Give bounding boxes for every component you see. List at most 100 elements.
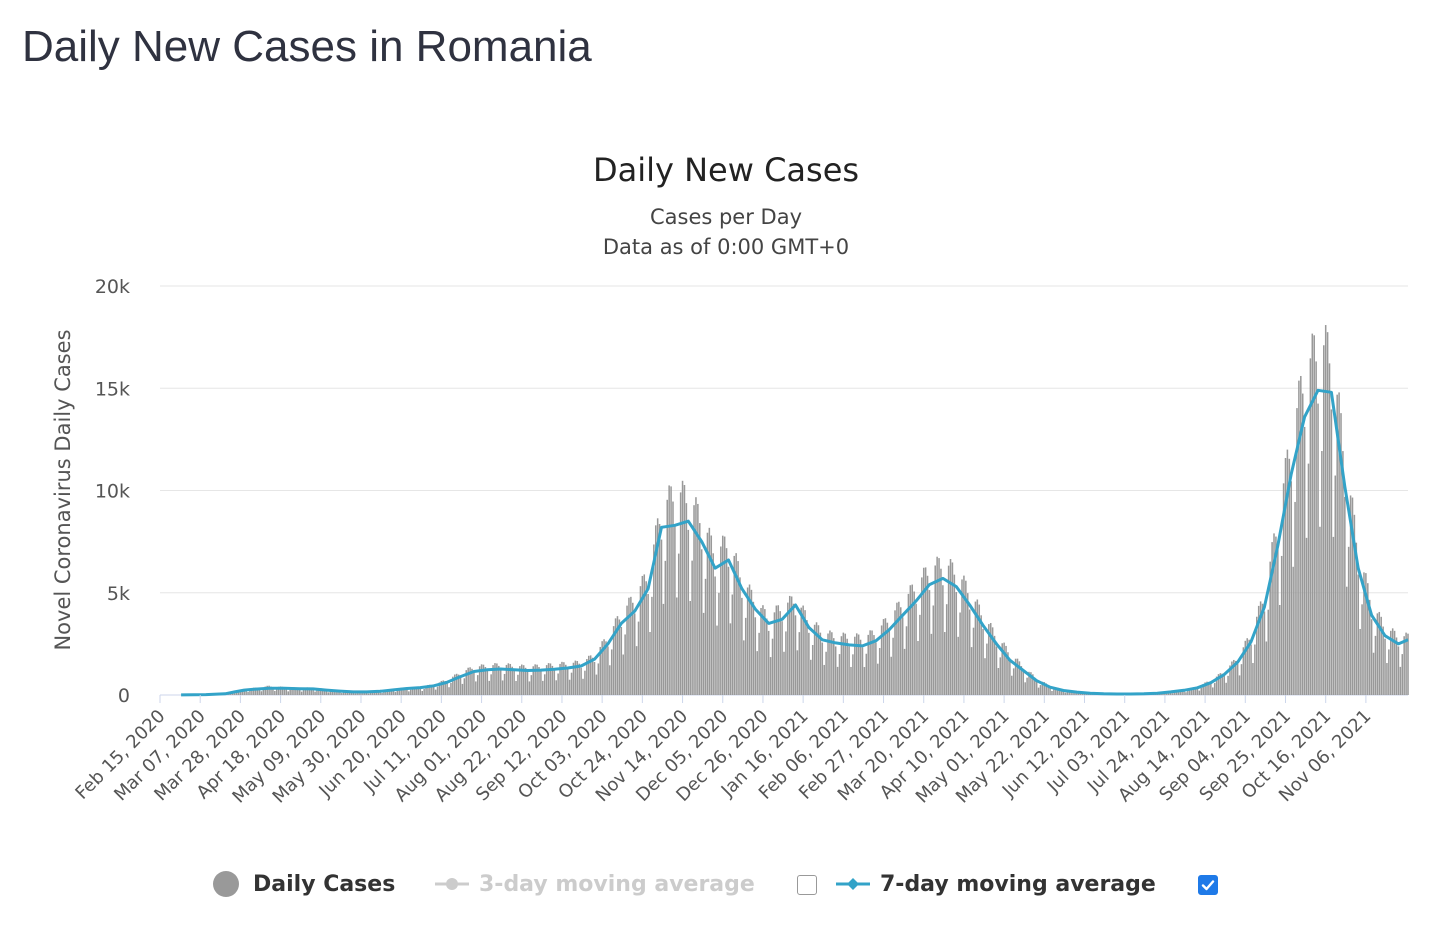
daily-cases-bar[interactable] [367, 693, 370, 695]
daily-cases-bar[interactable] [1296, 408, 1298, 695]
daily-cases-bar[interactable] [1370, 619, 1373, 695]
daily-cases-bar[interactable] [899, 607, 902, 695]
daily-cases-bar[interactable] [857, 634, 860, 695]
daily-cases-bar[interactable] [656, 518, 659, 695]
daily-cases-bar[interactable] [507, 663, 510, 695]
daily-cases-bar[interactable] [811, 644, 814, 695]
daily-cases-bar[interactable] [1344, 496, 1346, 695]
daily-cases-bar[interactable] [628, 597, 630, 695]
daily-cases-bar[interactable] [1223, 675, 1226, 695]
daily-cases-bar[interactable] [436, 686, 439, 695]
daily-cases-bar[interactable] [498, 665, 500, 695]
daily-cases-bar[interactable] [1064, 692, 1067, 695]
daily-cases-bar[interactable] [601, 641, 603, 695]
daily-cases-bar[interactable] [959, 612, 961, 695]
daily-cases-bar[interactable] [275, 689, 278, 695]
daily-cases-bar[interactable] [1397, 646, 1400, 695]
daily-cases-bar[interactable] [455, 673, 458, 695]
daily-cases-bar[interactable] [988, 624, 990, 695]
daily-cases-bar[interactable] [1267, 609, 1270, 695]
daily-cases-bar[interactable] [810, 659, 812, 695]
daily-cases-bar[interactable] [289, 689, 291, 695]
daily-cases-bar[interactable] [618, 619, 621, 695]
daily-cases-bar[interactable] [1391, 628, 1394, 695]
daily-cases-bar[interactable] [461, 683, 464, 695]
daily-cases-bar[interactable] [790, 596, 793, 695]
daily-cases-bar[interactable] [821, 642, 824, 695]
daily-cases-bar[interactable] [1001, 643, 1003, 695]
daily-cases-bar[interactable] [723, 536, 726, 695]
daily-cases-bar[interactable] [944, 632, 946, 695]
daily-cases-bar[interactable] [274, 690, 276, 695]
daily-cases-bar[interactable] [771, 638, 774, 695]
daily-cases-bar[interactable] [1181, 690, 1183, 695]
daily-cases-bar[interactable] [266, 685, 268, 695]
daily-cases-bar[interactable] [1403, 636, 1405, 695]
daily-cases-bar[interactable] [1286, 449, 1289, 695]
daily-cases-bar[interactable] [254, 687, 257, 695]
daily-cases-bar[interactable] [1257, 605, 1260, 695]
daily-cases-bar[interactable] [1254, 644, 1256, 695]
daily-cases-bar[interactable] [1300, 375, 1302, 695]
daily-cases-bar[interactable] [1246, 638, 1248, 695]
daily-cases-bar[interactable] [788, 595, 791, 695]
daily-cases-bar[interactable] [957, 636, 959, 695]
daily-cases-bar[interactable] [875, 642, 877, 695]
daily-cases-bar[interactable] [394, 692, 397, 695]
daily-cases-bar[interactable] [264, 686, 267, 695]
daily-cases-bar[interactable] [1030, 672, 1032, 695]
daily-cases-bar[interactable] [262, 689, 265, 695]
daily-cases-bar[interactable] [452, 676, 454, 695]
daily-cases-bar[interactable] [1039, 685, 1042, 695]
daily-cases-bar[interactable] [681, 480, 684, 695]
daily-cases-bar[interactable] [534, 664, 536, 695]
daily-cases-bar[interactable] [968, 609, 971, 695]
daily-cases-bar[interactable] [503, 673, 506, 695]
daily-cases-bar[interactable] [297, 688, 299, 695]
daily-cases-bar[interactable] [1351, 497, 1354, 695]
daily-cases-bar[interactable] [806, 620, 808, 695]
daily-cases-bar[interactable] [1407, 633, 1409, 695]
daily-cases-bar[interactable] [582, 678, 584, 695]
daily-cases-bar[interactable] [365, 692, 368, 695]
daily-cases-bar[interactable] [744, 617, 747, 695]
daily-cases-bar[interactable] [718, 592, 720, 695]
daily-cases-bar[interactable] [553, 669, 556, 695]
daily-cases-bar[interactable] [335, 690, 337, 695]
daily-cases-bar[interactable] [764, 609, 766, 695]
daily-cases-bar[interactable] [1380, 616, 1382, 695]
daily-cases-bar[interactable] [1045, 683, 1047, 695]
daily-cases-bar[interactable] [404, 688, 406, 695]
daily-cases-bar[interactable] [915, 603, 917, 695]
daily-cases-bar[interactable] [1347, 546, 1350, 695]
daily-cases-bar[interactable] [823, 664, 825, 695]
daily-cases-bar[interactable] [716, 625, 718, 695]
daily-cases-bar[interactable] [392, 690, 395, 695]
daily-cases-bar[interactable] [298, 689, 301, 695]
daily-cases-bar[interactable] [1328, 363, 1331, 695]
daily-cases-bar[interactable] [808, 632, 810, 695]
daily-cases-bar[interactable] [333, 689, 335, 695]
daily-cases-bar[interactable] [928, 590, 931, 695]
daily-cases-bar[interactable] [291, 687, 293, 695]
daily-cases-bar[interactable] [1273, 533, 1275, 695]
daily-cases-bar[interactable] [767, 630, 770, 695]
daily-cases-bar[interactable] [1068, 690, 1070, 695]
daily-cases-bar[interactable] [1206, 681, 1208, 695]
daily-cases-bar[interactable] [867, 634, 869, 695]
daily-cases-bar[interactable] [1324, 325, 1327, 695]
daily-cases-bar[interactable] [450, 682, 452, 695]
daily-cases-bar[interactable] [1319, 526, 1321, 695]
daily-cases-bar[interactable] [339, 691, 341, 695]
daily-cases-bar[interactable] [1020, 666, 1023, 695]
daily-cases-bar[interactable] [555, 680, 557, 695]
daily-cases-bar[interactable] [469, 667, 471, 695]
daily-cases-bar[interactable] [1033, 677, 1036, 695]
daily-cases-bar[interactable] [741, 597, 743, 695]
daily-cases-bar[interactable] [344, 691, 347, 695]
daily-cases-bar[interactable] [473, 671, 475, 695]
daily-cases-bar[interactable] [1259, 601, 1262, 695]
daily-cases-bar[interactable] [649, 632, 651, 695]
daily-cases-bar[interactable] [890, 656, 892, 695]
daily-cases-bar[interactable] [475, 681, 477, 695]
